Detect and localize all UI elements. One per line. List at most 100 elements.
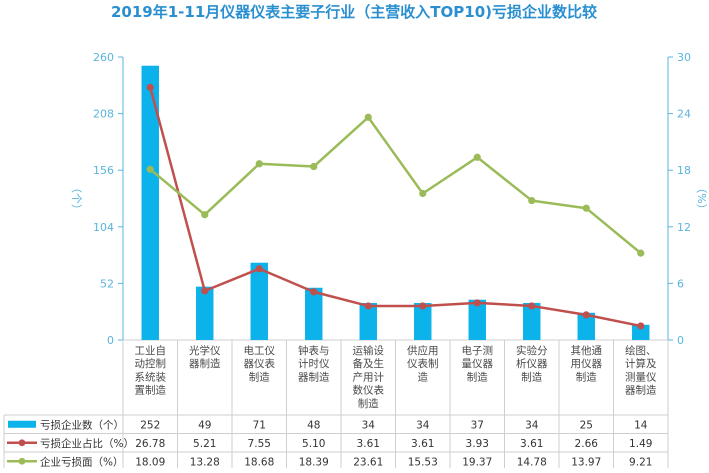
data-label: 13.28: [190, 456, 220, 468]
right-tick-label: 18: [677, 164, 691, 177]
series-point: [528, 196, 536, 205]
category-label: 析仪器: [516, 357, 548, 370]
series-point: [419, 189, 427, 198]
series-point: [473, 153, 481, 161]
bar: [359, 302, 377, 340]
left-tick-label: 156: [93, 164, 114, 177]
legend-label: 亏损企业数（个）: [40, 418, 124, 431]
left-tick-label: 0: [107, 334, 114, 347]
data-table: 亏损企业数（个） 252 49 71 48 34 34 37 34 25 14 亏损企业占比（%） 26…: [3, 340, 669, 471]
category-label: 光学仪: [189, 344, 221, 357]
category-label: 电工仪: [244, 344, 276, 357]
series-point: [637, 249, 645, 257]
data-label: 5.10: [302, 438, 325, 450]
bar: [141, 65, 159, 340]
category-label: 制造: [576, 370, 597, 383]
line-series: [146, 83, 645, 330]
category-label: 计算及: [625, 357, 657, 370]
data-label: 18.68: [244, 456, 274, 468]
data-label: 34: [416, 419, 430, 431]
category-label: 用仪器: [571, 358, 603, 370]
left-tick-label: 208: [93, 108, 114, 121]
data-label: 5.21: [193, 438, 216, 450]
series-point: [255, 160, 263, 168]
category-label: 绘图、: [625, 344, 657, 357]
series-point: [582, 311, 590, 319]
category-label: 备及生: [353, 357, 385, 370]
y-left-label: （个）: [70, 182, 83, 215]
right-tick-label: 30: [677, 51, 691, 64]
category-label: 其他通: [571, 344, 603, 357]
chart-title: 2019年1-11月仪器仪表主要子行业（主营收入TOP10)亏损企业数比较: [111, 3, 597, 21]
legend-label: 企业亏损面（%）: [40, 455, 123, 468]
data-label: 9.21: [629, 456, 652, 468]
data-label: 3.93: [466, 438, 489, 450]
category-label: 制造: [249, 370, 270, 383]
category-label: 制造: [467, 370, 488, 383]
left-tick-label: 52: [100, 277, 114, 290]
category-label: 钟表与: [298, 344, 330, 357]
bar: [523, 302, 541, 340]
category-label: 器仪表: [244, 357, 276, 370]
category-label: 数仪表: [353, 384, 385, 397]
data-label: 1.49: [629, 438, 652, 450]
bar: [468, 299, 486, 340]
series-point: [255, 265, 263, 273]
category-label: 制造: [521, 370, 542, 383]
category-label: 系统装: [135, 370, 167, 383]
legend-key-point: [18, 439, 26, 447]
data-label: 19.37: [462, 456, 492, 468]
series-point: [582, 204, 590, 212]
right-tick-label: 12: [677, 221, 691, 234]
category-label: 仪表制: [407, 357, 439, 370]
category-label: 供应用: [407, 344, 439, 357]
category-label: 计时仪: [298, 357, 330, 370]
data-label: 23.61: [353, 456, 383, 468]
category-label: 量仪器: [462, 358, 494, 370]
series-point: [201, 211, 209, 219]
category-label: 工业自: [135, 344, 167, 357]
left-tick-label: 260: [93, 51, 114, 64]
data-label: 18.09: [135, 456, 165, 468]
data-label: 252: [140, 419, 160, 431]
data-label: 25: [580, 419, 593, 431]
legend-key-bar: [8, 420, 36, 428]
legend-key-point: [18, 457, 26, 465]
data-label: 15.53: [408, 456, 438, 468]
bar: [250, 262, 268, 340]
category-label: 测量仪: [625, 370, 657, 383]
series-line: [149, 116, 642, 255]
series-line: [149, 87, 641, 328]
data-label: 26.78: [135, 438, 165, 450]
data-label: 3.61: [520, 438, 543, 450]
left-tick-label: 104: [93, 221, 114, 234]
data-label: 14.78: [517, 456, 547, 468]
data-label: 3.61: [411, 438, 434, 450]
right-tick-label: 6: [677, 277, 684, 290]
right-tick-label: 24: [677, 108, 691, 121]
data-label: 37: [471, 419, 484, 431]
category-label: 置制造: [135, 384, 167, 397]
legend-label: 亏损企业占比（%）: [40, 437, 134, 450]
series-point: [146, 165, 154, 173]
series-point: [146, 83, 154, 91]
right-tick-label: 0: [677, 334, 684, 347]
series-point: [528, 302, 536, 310]
series-point: [364, 113, 372, 121]
data-label: 14: [634, 419, 648, 431]
category-label: 造: [418, 370, 429, 383]
category-label: 器制造: [298, 370, 330, 383]
data-label: 71: [253, 419, 266, 431]
axis-labels: 0 52 104 156 208 260 0 6 12 18 24 30 （个） （%） 工业自动控制系统装…: [70, 51, 708, 410]
data-label: 49: [198, 419, 211, 431]
series-point: [364, 302, 372, 310]
category-label: 实验分: [516, 344, 548, 357]
data-label: 18.39: [299, 456, 329, 468]
data-label: 13.97: [571, 456, 601, 468]
category-label: 产用计: [353, 370, 385, 383]
data-label: 2.66: [575, 438, 599, 450]
y-right-label: （%）: [695, 182, 708, 214]
series-point: [473, 299, 481, 307]
